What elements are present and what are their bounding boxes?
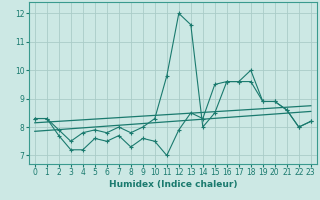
X-axis label: Humidex (Indice chaleur): Humidex (Indice chaleur) (108, 180, 237, 189)
